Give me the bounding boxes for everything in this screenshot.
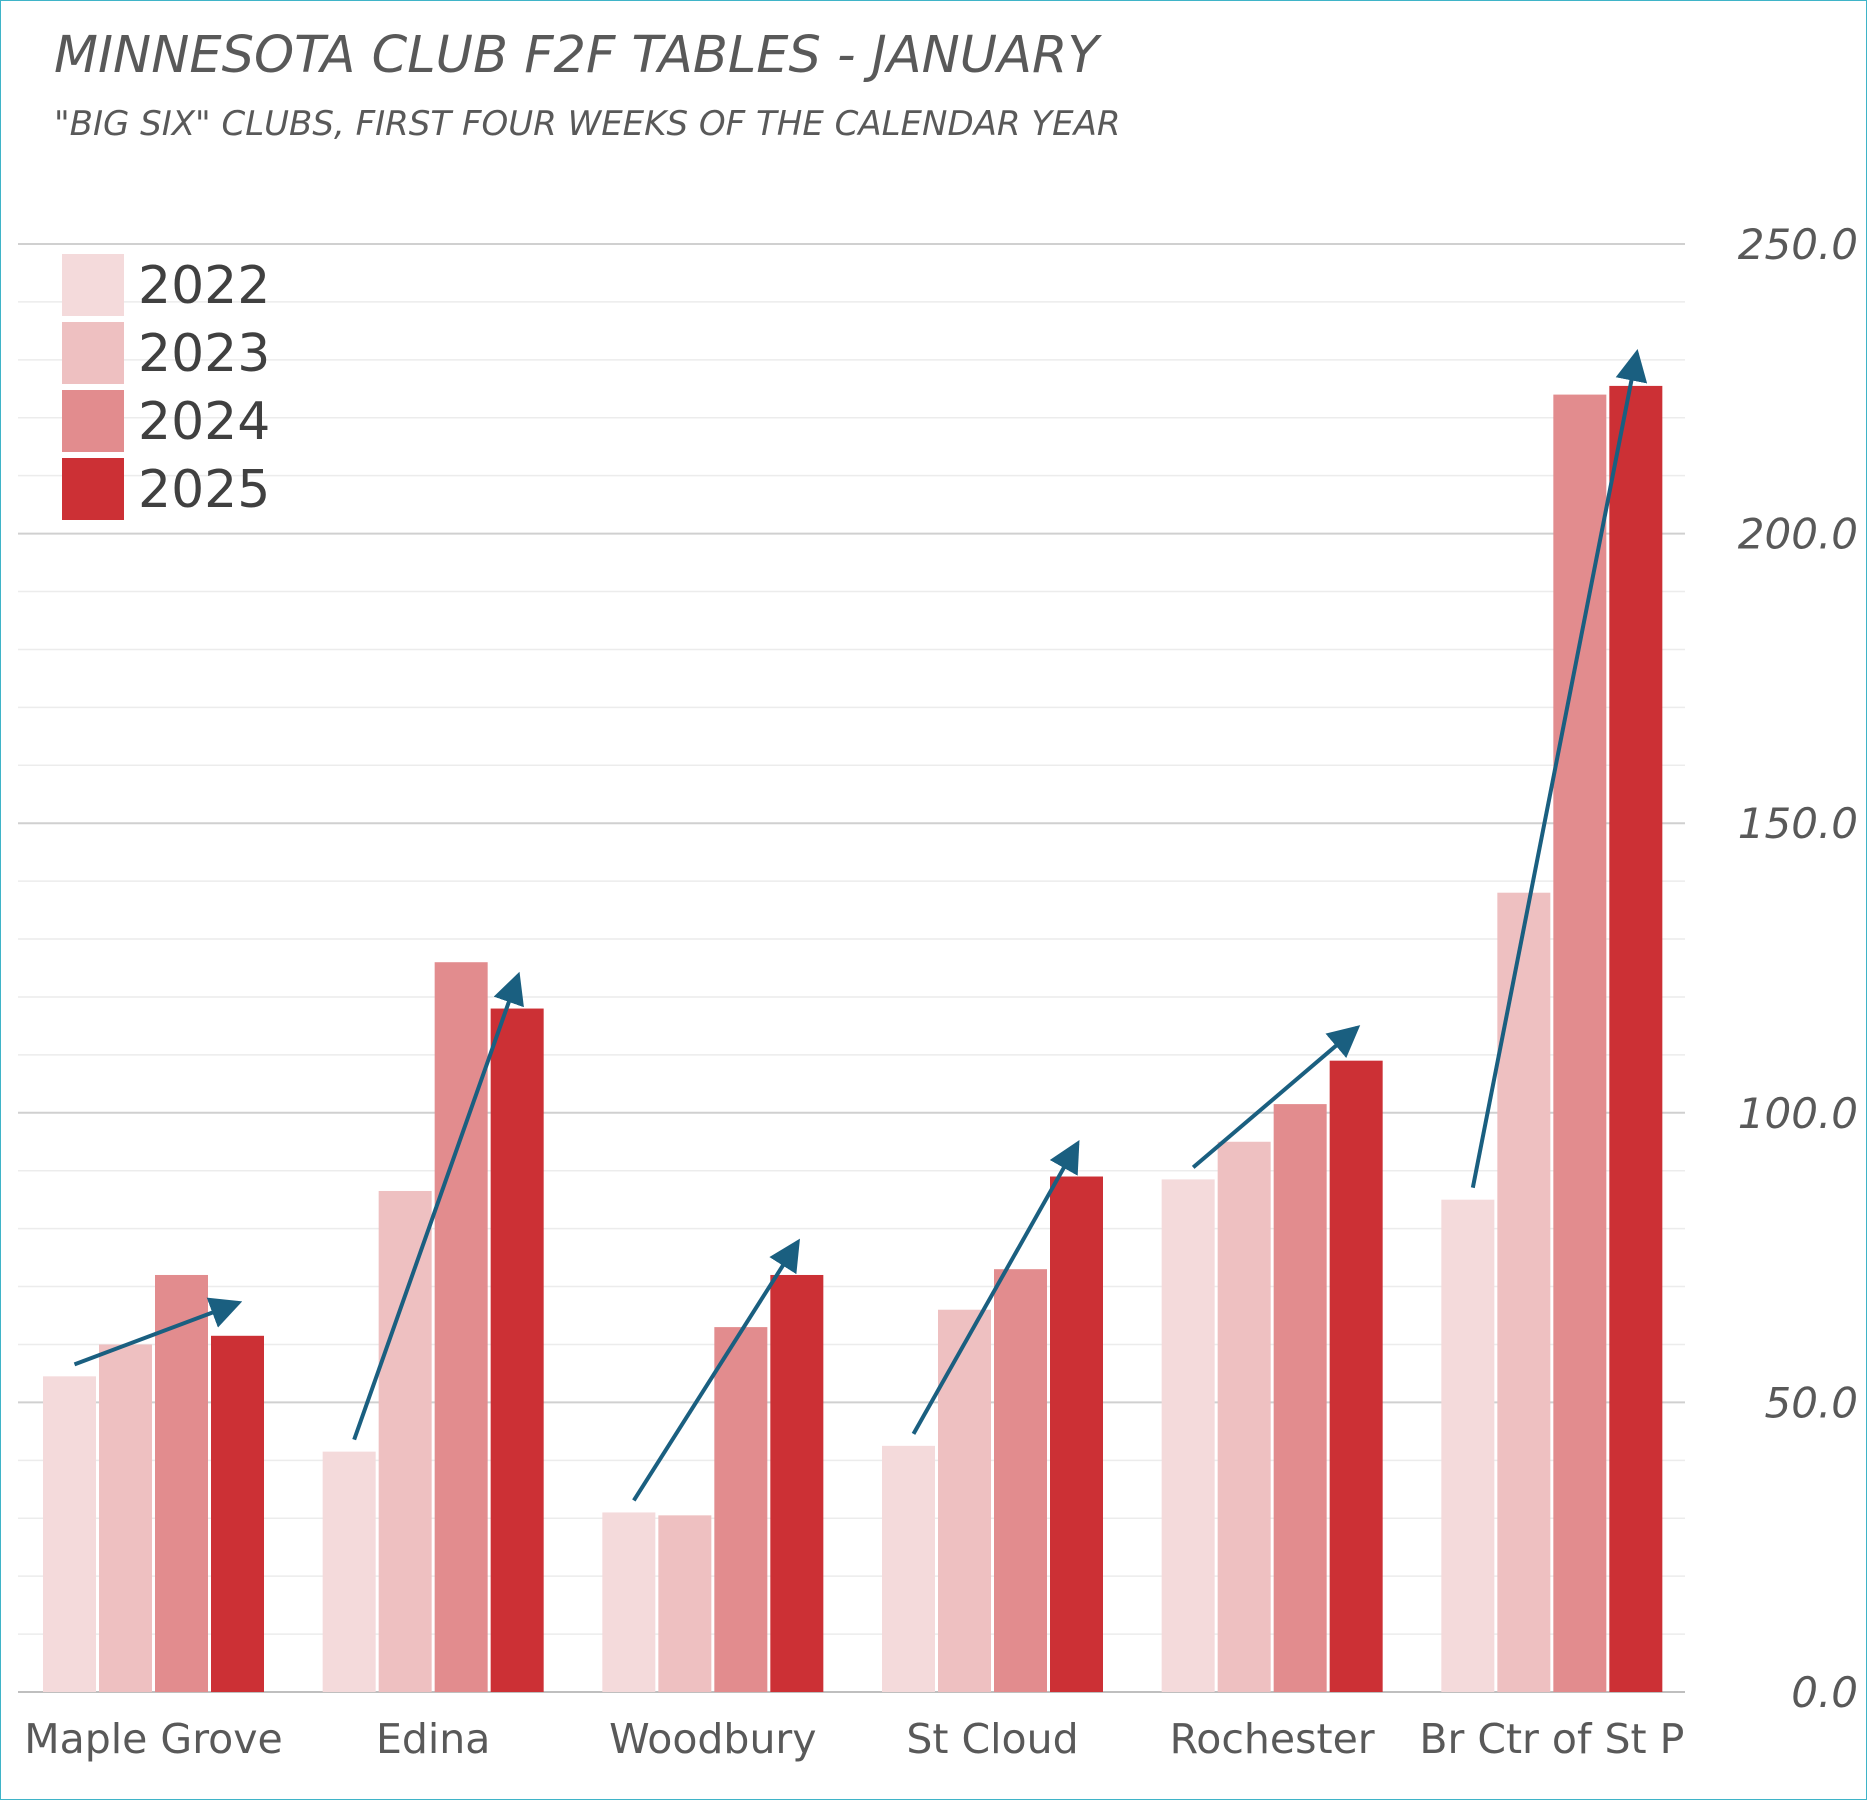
y-tick-label: 100.0 xyxy=(1738,1089,1858,1138)
legend-label: 2024 xyxy=(138,392,270,452)
y-tick-label: 150.0 xyxy=(1738,799,1858,848)
x-axis: Maple Grove Edina Woodbury St Cloud Rocheste… xyxy=(24,1715,1684,1763)
bar-2022 xyxy=(1161,1179,1215,1692)
x-tick-label: St Cloud xyxy=(906,1715,1078,1763)
legend: 2022 2023 2024 2025 xyxy=(62,254,270,520)
bar-2023 xyxy=(99,1344,152,1692)
trend-arrow xyxy=(1191,1025,1361,1169)
bar-2024 xyxy=(714,1327,768,1692)
bar-2025 xyxy=(770,1274,824,1692)
trend-arrow xyxy=(352,971,524,1441)
bar-2023 xyxy=(1217,1141,1271,1692)
bars xyxy=(43,385,1663,1692)
y-tick-label: 0.0 xyxy=(1791,1668,1858,1717)
x-tick-label: Maple Grove xyxy=(24,1715,282,1763)
bar-2025 xyxy=(490,1008,544,1692)
bar-2023 xyxy=(938,1309,991,1692)
bar-2022 xyxy=(602,1512,656,1692)
bar-2022 xyxy=(1441,1199,1495,1692)
bar-2022 xyxy=(882,1445,935,1692)
bar-2023 xyxy=(658,1515,712,1692)
trend-arrow xyxy=(632,1238,800,1502)
bar-2024 xyxy=(994,1269,1047,1692)
bar-2025 xyxy=(211,1335,264,1692)
legend-label: 2025 xyxy=(138,460,270,520)
bar-2025 xyxy=(1329,1060,1383,1692)
trend-arrow xyxy=(1470,348,1648,1189)
bar-2024 xyxy=(434,962,488,1692)
x-tick-label: Edina xyxy=(376,1715,490,1763)
chart-subtitle: "BIG SIX" CLUBS, FIRST FOUR WEEKS OF THE… xyxy=(54,104,1121,144)
bar-2023 xyxy=(378,1190,432,1692)
x-tick-label: Rochester xyxy=(1170,1715,1375,1763)
bar-2022 xyxy=(43,1376,96,1692)
y-tick-label: 200.0 xyxy=(1738,510,1858,559)
bar-2024 xyxy=(1273,1104,1327,1692)
legend-label: 2022 xyxy=(138,256,270,316)
legend-label: 2023 xyxy=(138,324,270,384)
legend-swatch xyxy=(62,254,124,316)
bar-2024 xyxy=(1553,394,1607,1692)
bar-2024 xyxy=(155,1274,208,1692)
y-tick-label: 250.0 xyxy=(1738,220,1858,269)
trend-arrows xyxy=(73,348,1648,1502)
bar-2022 xyxy=(322,1451,376,1692)
trend-arrow xyxy=(73,1297,243,1367)
x-tick-label: Br Ctr of St P xyxy=(1419,1715,1684,1763)
legend-swatch xyxy=(62,458,124,520)
legend-swatch xyxy=(62,390,124,452)
legend-swatch xyxy=(62,322,124,384)
bar-2025 xyxy=(1609,385,1663,1692)
y-axis: 0.0 50.0 100.0 150.0 200.0 250.0 xyxy=(1738,220,1858,1717)
bar-2025 xyxy=(1050,1176,1103,1692)
y-tick-label: 50.0 xyxy=(1764,1378,1858,1427)
chart-title: MINNESOTA CLUB F2F TABLES - JANUARY xyxy=(54,26,1099,85)
trend-arrow xyxy=(911,1140,1080,1435)
gridlines xyxy=(18,243,1685,1693)
x-tick-label: Woodbury xyxy=(609,1715,816,1763)
